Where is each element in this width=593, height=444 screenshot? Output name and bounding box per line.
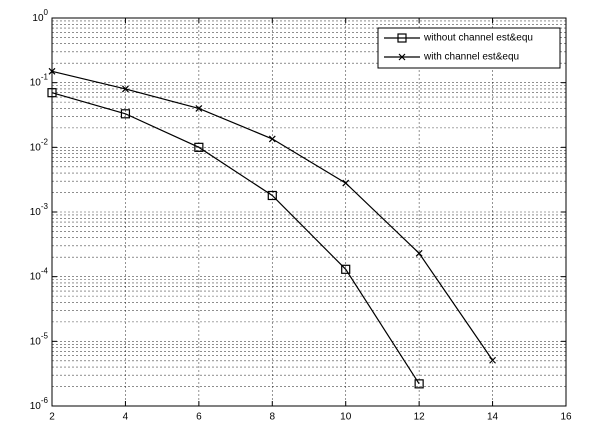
legend-marker xyxy=(398,53,406,61)
x-tick-label: 8 xyxy=(270,412,276,423)
y-tick-label: 10-1 xyxy=(30,73,49,89)
marker xyxy=(341,264,351,274)
series-line xyxy=(51,92,420,385)
plot-frame xyxy=(51,17,567,407)
legend-label: without channel est&equ xyxy=(423,33,533,44)
y-tick-label: 100 xyxy=(32,8,48,24)
marker xyxy=(342,179,350,187)
marker xyxy=(47,88,57,98)
x-tick-label: 2 xyxy=(49,412,55,423)
marker xyxy=(120,109,131,119)
marker xyxy=(122,85,129,93)
x-tick-label: 12 xyxy=(414,412,426,423)
x-tick-label: 6 xyxy=(196,412,202,423)
marker xyxy=(48,67,56,75)
y-tick-label: 10-2 xyxy=(30,137,49,153)
y-tick-label: 10-3 xyxy=(30,202,49,218)
marker xyxy=(267,190,277,201)
y-tick-label: 10-5 xyxy=(30,331,49,347)
legend-marker xyxy=(397,33,407,43)
x-tick-label: 16 xyxy=(560,412,572,423)
y-tick-label: 10-4 xyxy=(30,267,49,283)
marker xyxy=(415,249,423,257)
marker xyxy=(195,104,203,112)
x-tick-label: 10 xyxy=(340,412,352,423)
marker xyxy=(414,379,424,389)
legend-label: with channel est&equ xyxy=(423,52,519,63)
y-tick-label: 10-6 xyxy=(30,396,49,412)
x-tick-label: 4 xyxy=(123,412,129,423)
marker xyxy=(194,142,204,152)
marker xyxy=(489,356,496,364)
x-tick-label: 14 xyxy=(487,412,499,423)
legend-box xyxy=(377,27,561,69)
marker xyxy=(268,135,276,143)
